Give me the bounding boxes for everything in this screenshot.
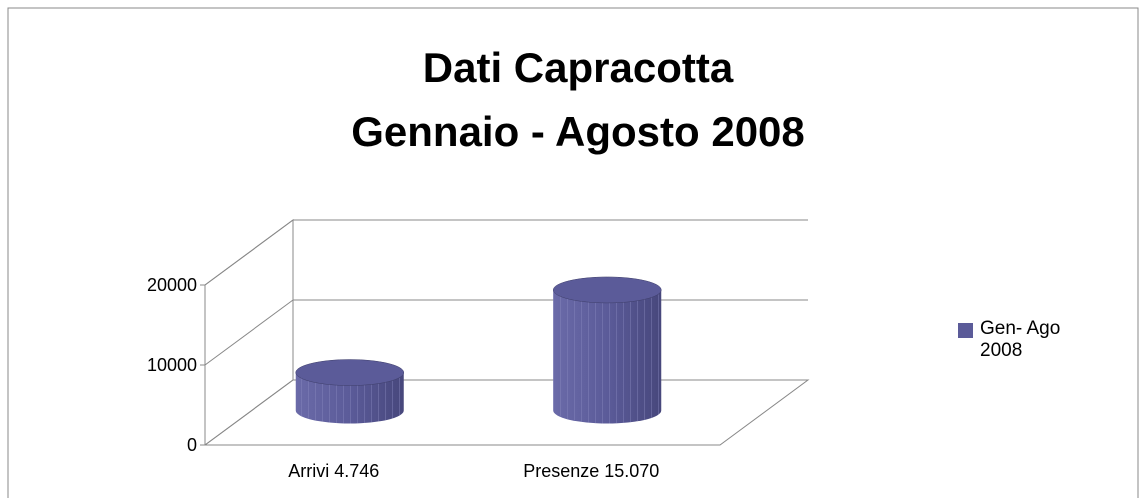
legend-label: Gen- Ago 2008	[980, 318, 1061, 361]
bar-part	[553, 289, 662, 424]
grid-line	[204, 379, 294, 446]
bar	[553, 276, 662, 424]
grid-line	[204, 299, 294, 366]
bar	[295, 359, 404, 424]
chart-title: Dati Capracotta	[423, 44, 734, 91]
legend-swatch	[958, 323, 973, 338]
bar-part	[295, 372, 404, 424]
chart-title: Gennaio - Agosto 2008	[351, 108, 805, 155]
y-tick-label: 0	[187, 435, 197, 455]
grid-line	[204, 219, 294, 286]
bar-part	[553, 276, 662, 304]
y-tick-label: 20000	[147, 275, 197, 295]
chart-frame	[7, 7, 1139, 498]
bar-part	[295, 359, 404, 386]
floor	[203, 379, 810, 446]
x-tick-label: Arrivi 4.746	[288, 461, 379, 481]
y-tick-label: 10000	[147, 355, 197, 375]
x-tick-label: Presenze 15.070	[523, 461, 659, 481]
